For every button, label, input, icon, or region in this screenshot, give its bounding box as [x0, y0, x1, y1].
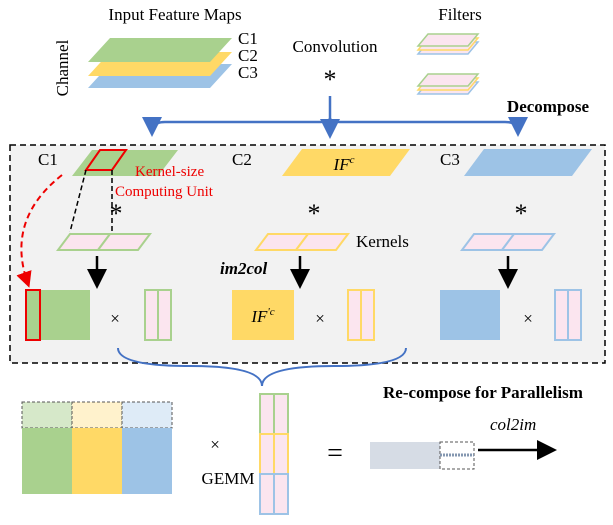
conv-op: *	[515, 199, 528, 228]
if-base: IF	[333, 155, 351, 174]
filters-title: Filters	[438, 5, 481, 24]
shape	[72, 402, 122, 428]
shape	[464, 149, 592, 176]
if-base: IF	[250, 307, 268, 326]
shape	[440, 290, 500, 340]
times: ×	[210, 435, 220, 454]
shape	[22, 428, 72, 494]
recompose-label: Re-compose for Parallelism	[383, 383, 583, 402]
shape	[260, 394, 288, 514]
shape	[88, 38, 232, 62]
shape	[370, 442, 440, 469]
decompose-box: C1 C2 C3 Kernel-size Computing Unit * × …	[10, 145, 605, 363]
channel-name: C1	[38, 150, 58, 169]
recompose-section: Re-compose for Parallelism × GEMM = col2…	[22, 348, 583, 514]
gemm-label: GEMM	[202, 469, 255, 488]
top-section: Input Feature Maps Filters Channel C1 C2…	[53, 5, 590, 134]
kernels-label: Kernels	[356, 232, 409, 251]
if-sup: c	[350, 154, 355, 166]
unit-label: Computing Unit	[115, 184, 214, 200]
shape	[72, 428, 122, 494]
times: ×	[315, 309, 325, 328]
channel-label: Channel	[53, 39, 72, 96]
shape	[418, 34, 478, 94]
input-title: Input Feature Maps	[108, 5, 241, 24]
times: ×	[110, 309, 120, 328]
unit-label: Kernel-size	[135, 164, 204, 180]
shape	[152, 96, 518, 134]
col2im: col2im	[490, 415, 536, 434]
decompose-label: Decompose	[507, 97, 590, 116]
if-sup: 'c	[267, 306, 274, 318]
conv-op: *	[110, 199, 123, 228]
shape	[122, 402, 172, 428]
shape	[418, 74, 478, 86]
conv-op: *	[308, 199, 321, 228]
channel-name: C2	[232, 150, 252, 169]
shape	[418, 34, 478, 46]
shape	[10, 145, 605, 363]
channel-name: C3	[238, 63, 258, 82]
shape	[122, 428, 172, 494]
shape	[22, 402, 72, 428]
connector	[330, 118, 518, 132]
shape	[26, 290, 90, 340]
equals: =	[327, 438, 343, 469]
connector	[152, 96, 330, 132]
operation: Convolution	[292, 37, 378, 56]
diagram: Input Feature Maps Filters Channel C1 C2…	[0, 0, 613, 525]
times: ×	[523, 309, 533, 328]
channel-name: C3	[440, 150, 460, 169]
im2col: im2col	[220, 259, 267, 278]
operator: *	[324, 65, 337, 94]
